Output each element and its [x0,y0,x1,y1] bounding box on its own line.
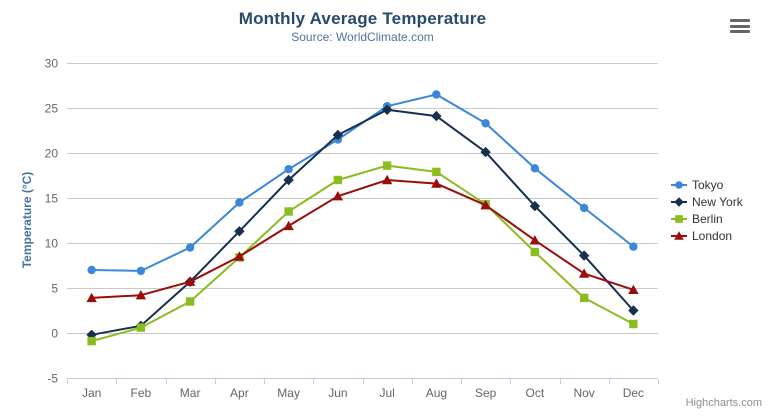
series-point[interactable] [86,292,97,303]
chart-context-menu-button[interactable] [730,19,750,33]
series-line [90,164,635,343]
x-tick-label: Aug [426,386,447,400]
hamburger-icon [730,24,750,28]
y-tick-label: 30 [45,57,59,71]
y-tick-label: 20 [45,147,59,161]
series-new-york[interactable] [86,104,639,340]
y-tick-label: -5 [47,372,58,386]
x-tick-label: Sep [475,386,497,400]
series-point[interactable] [235,198,244,207]
series-point[interactable] [136,266,146,276]
square-legend-marker-icon [671,214,687,223]
series-point[interactable] [628,305,639,316]
x-tick-label: Oct [526,386,545,400]
series-point[interactable] [674,196,684,207]
series-point[interactable] [184,276,196,286]
highcharts-credits-link[interactable]: Highcharts.com [685,397,762,409]
series-point[interactable] [674,230,684,240]
legend-item-london[interactable]: London [671,227,743,244]
circle-legend-marker-icon [671,180,687,189]
series-point[interactable] [432,167,441,177]
y-tick-label: 10 [45,237,59,251]
series-point[interactable] [283,220,294,231]
x-tick-label: Apr [230,386,249,400]
x-tick-label: Jul [379,386,394,400]
series-point[interactable] [283,174,294,186]
series-point[interactable] [332,129,344,141]
legend-item-tokyo[interactable]: Tokyo [671,176,743,193]
x-tick-label: Dec [623,386,644,400]
x-tick-label: Nov [573,386,594,400]
series-london[interactable] [86,174,639,303]
series-point[interactable] [381,104,393,115]
series-point[interactable] [480,200,491,210]
series-point[interactable] [675,180,683,189]
series-point[interactable] [629,242,638,251]
series-point[interactable] [431,110,442,122]
legend-item-berlin[interactable]: Berlin [671,210,743,227]
legend-label: Berlin [692,211,723,226]
series-point[interactable] [480,146,491,158]
series-point[interactable] [530,247,540,257]
series-line [90,93,635,272]
series-point[interactable] [579,203,589,213]
hamburger-icon [730,30,750,33]
series-point[interactable] [431,178,442,188]
series-point[interactable] [629,319,638,329]
series-point[interactable] [234,251,245,261]
series-point[interactable] [381,174,393,185]
series-point[interactable] [530,164,540,173]
legend-label: New York [692,194,743,209]
chart-legend: Tokyo New York Berlin London [671,176,743,244]
legend-label: Tokyo [692,177,724,192]
series-point[interactable] [578,250,590,261]
series-point[interactable] [675,214,683,223]
x-tick-label: Feb [131,386,152,400]
series-line [90,108,635,336]
y-axis-title: Temperature (°C) [20,171,34,269]
series-line [90,179,635,299]
series-point[interactable] [332,191,344,201]
hamburger-icon [730,19,750,22]
series-point[interactable] [185,243,195,252]
x-tick-label: Mar [180,386,201,400]
legend-label: London [692,228,733,243]
series-point[interactable] [382,161,392,170]
series-point[interactable] [185,297,195,306]
y-tick-label: 0 [51,327,58,341]
y-tick-label: 25 [45,102,59,116]
series-point[interactable] [135,290,147,300]
series-point[interactable] [87,265,96,275]
series-point[interactable] [284,165,293,174]
x-tick-label: Jan [82,386,101,400]
x-tick-label: May [277,386,300,400]
series-point[interactable] [579,293,589,303]
series-point[interactable] [529,235,541,245]
series-point[interactable] [481,119,490,128]
series-point[interactable] [333,175,343,185]
diamond-legend-marker-icon [671,196,687,207]
series-point[interactable] [432,90,441,99]
legend-item-new-york[interactable]: New York [671,193,743,210]
series-point[interactable] [284,207,293,216]
series-tokyo[interactable] [87,90,638,276]
series-point[interactable] [578,268,590,278]
series-point[interactable] [628,284,639,294]
triangle-legend-marker-icon [671,230,687,240]
chart-title: Monthly Average Temperature [238,9,487,28]
y-tick-label: 5 [51,282,58,296]
chart-subtitle: Source: WorldClimate.com [291,30,434,44]
series-point[interactable] [136,323,146,332]
series-point[interactable] [87,336,96,346]
series-point[interactable] [529,200,541,212]
series-point[interactable] [234,226,245,237]
x-tick-label: Jun [328,386,347,400]
y-tick-label: 15 [45,192,59,206]
